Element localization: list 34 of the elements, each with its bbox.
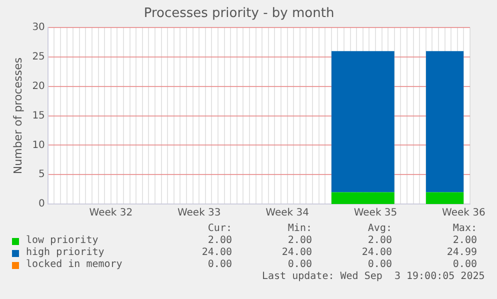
x-tick-label: Week 35	[354, 208, 398, 219]
legend-label: locked in memory	[26, 259, 122, 270]
text: Avg:	[366, 223, 392, 235]
y-tick-label: 30	[32, 22, 45, 34]
y-tick-label: 0	[38, 198, 45, 210]
text: 2.00	[366, 235, 392, 247]
text: Last update: Wed Sep 3 19:00:05 2025	[262, 271, 485, 283]
text: Min:	[286, 223, 312, 235]
text: 0.00	[452, 259, 477, 271]
y-tick-label: 20	[32, 80, 45, 92]
legend-label: low priority	[26, 235, 98, 246]
chart-title: Processes priority - by month	[144, 6, 334, 22]
text: 0.00	[286, 259, 312, 271]
text: 0.00	[366, 259, 392, 271]
text: 24.00	[200, 247, 232, 259]
x-tick-label: Week 32	[89, 208, 133, 219]
y-tick-label: 10	[32, 140, 45, 151]
y-axis-title: Number of processes	[11, 57, 24, 174]
text: 24.00	[280, 247, 312, 259]
x-tick-label: Week 34	[266, 208, 309, 219]
text: 0.00	[206, 259, 232, 271]
text: 2.00	[286, 235, 312, 247]
text: 2.00	[452, 235, 477, 247]
y-tick-label: 15	[32, 110, 45, 122]
text: 2.00	[206, 235, 232, 247]
text: Max:	[452, 223, 477, 235]
y-tick-label: 25	[32, 52, 45, 63]
x-tick-label: Week 33	[177, 208, 221, 219]
text: Cur:	[206, 223, 232, 235]
text: 24.00	[360, 247, 392, 259]
legend-label: high priority	[26, 247, 104, 258]
y-tick-label: 5	[38, 169, 45, 180]
x-tick-label: Week 36	[442, 208, 486, 219]
text: 24.99	[446, 247, 477, 259]
